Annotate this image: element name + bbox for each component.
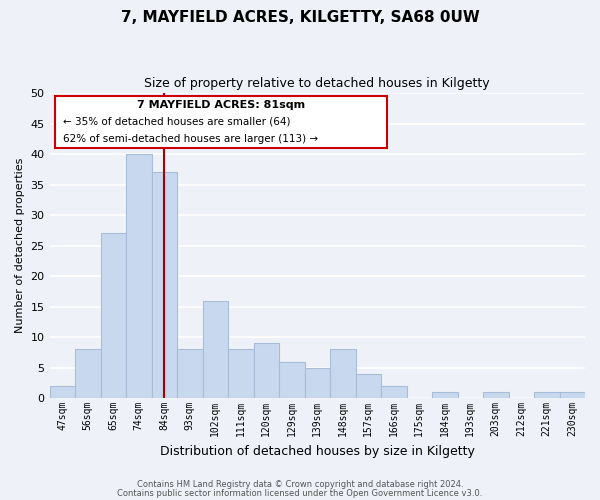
Bar [534,392,560,398]
Bar [177,350,203,398]
Text: 62% of semi-detached houses are larger (113) →: 62% of semi-detached houses are larger (… [63,134,318,143]
Bar [254,343,279,398]
Bar [101,234,126,398]
Bar [50,386,75,398]
Bar [152,172,177,398]
Text: Contains public sector information licensed under the Open Government Licence v3: Contains public sector information licen… [118,488,482,498]
X-axis label: Distribution of detached houses by size in Kilgetty: Distribution of detached houses by size … [160,444,475,458]
Text: 7 MAYFIELD ACRES: 81sqm: 7 MAYFIELD ACRES: 81sqm [137,100,305,110]
Text: ← 35% of detached houses are smaller (64): ← 35% of detached houses are smaller (64… [63,116,290,126]
Bar [356,374,381,398]
Text: 7, MAYFIELD ACRES, KILGETTY, SA68 0UW: 7, MAYFIELD ACRES, KILGETTY, SA68 0UW [121,10,479,25]
Text: Contains HM Land Registry data © Crown copyright and database right 2024.: Contains HM Land Registry data © Crown c… [137,480,463,489]
Bar [305,368,330,398]
Bar [330,350,356,398]
Bar [381,386,407,398]
Bar [126,154,152,398]
FancyBboxPatch shape [55,96,387,148]
Y-axis label: Number of detached properties: Number of detached properties [15,158,25,334]
Bar [279,362,305,398]
Title: Size of property relative to detached houses in Kilgetty: Size of property relative to detached ho… [145,78,490,90]
Bar [483,392,509,398]
Bar [432,392,458,398]
Bar [203,300,228,398]
Bar [75,350,101,398]
Bar [228,350,254,398]
Bar [560,392,585,398]
